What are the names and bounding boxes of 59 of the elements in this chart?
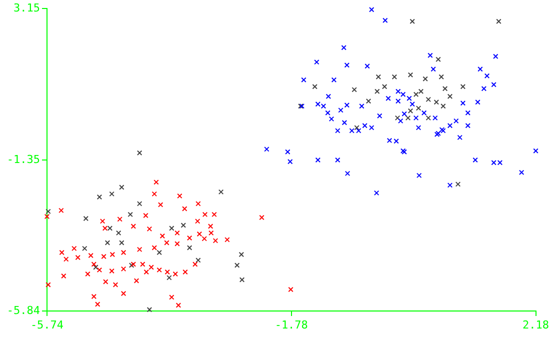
point [93, 264, 98, 270]
point [82, 246, 88, 252]
point [460, 84, 466, 90]
point [116, 230, 122, 236]
point [128, 212, 133, 218]
point [109, 191, 114, 197]
point [239, 277, 245, 282]
y-tick-label: -5.84 [6, 304, 40, 317]
point [169, 226, 174, 231]
point [366, 98, 372, 104]
point [426, 115, 431, 121]
point [83, 216, 88, 222]
point [426, 96, 431, 102]
point [312, 84, 318, 90]
point [422, 76, 428, 82]
point [434, 99, 440, 105]
point [392, 74, 398, 80]
y-tick-label: -1.35 [6, 152, 40, 166]
point [136, 150, 142, 156]
point [354, 125, 360, 130]
point [442, 86, 448, 92]
point [413, 92, 419, 97]
point [408, 72, 414, 78]
point [416, 106, 422, 111]
point [166, 275, 172, 280]
point [447, 94, 453, 100]
point [119, 240, 124, 246]
point [234, 262, 240, 268]
point [376, 74, 382, 80]
x-tick-label: -1.78 [274, 318, 308, 332]
point [136, 201, 142, 206]
x-tick-label: -5.74 [30, 318, 64, 332]
point [455, 182, 461, 187]
point [408, 108, 414, 114]
point [46, 208, 51, 214]
point [96, 194, 102, 200]
point [119, 184, 124, 190]
point [107, 226, 113, 231]
point [196, 258, 201, 263]
point [352, 87, 357, 92]
point [186, 245, 192, 250]
point [418, 88, 424, 94]
point [104, 240, 110, 246]
point [146, 307, 152, 312]
point [394, 115, 400, 121]
point [440, 104, 446, 109]
point [180, 222, 186, 228]
point [156, 250, 162, 256]
point [382, 84, 388, 90]
x-tick-label: 2.18 [522, 318, 550, 332]
point [496, 18, 502, 24]
point [438, 74, 444, 80]
point [405, 115, 411, 121]
point [374, 88, 380, 94]
point [218, 189, 224, 195]
point [238, 252, 244, 258]
point [436, 56, 441, 62]
y-tick-label: 3.15 [14, 1, 40, 14]
point [410, 18, 415, 24]
